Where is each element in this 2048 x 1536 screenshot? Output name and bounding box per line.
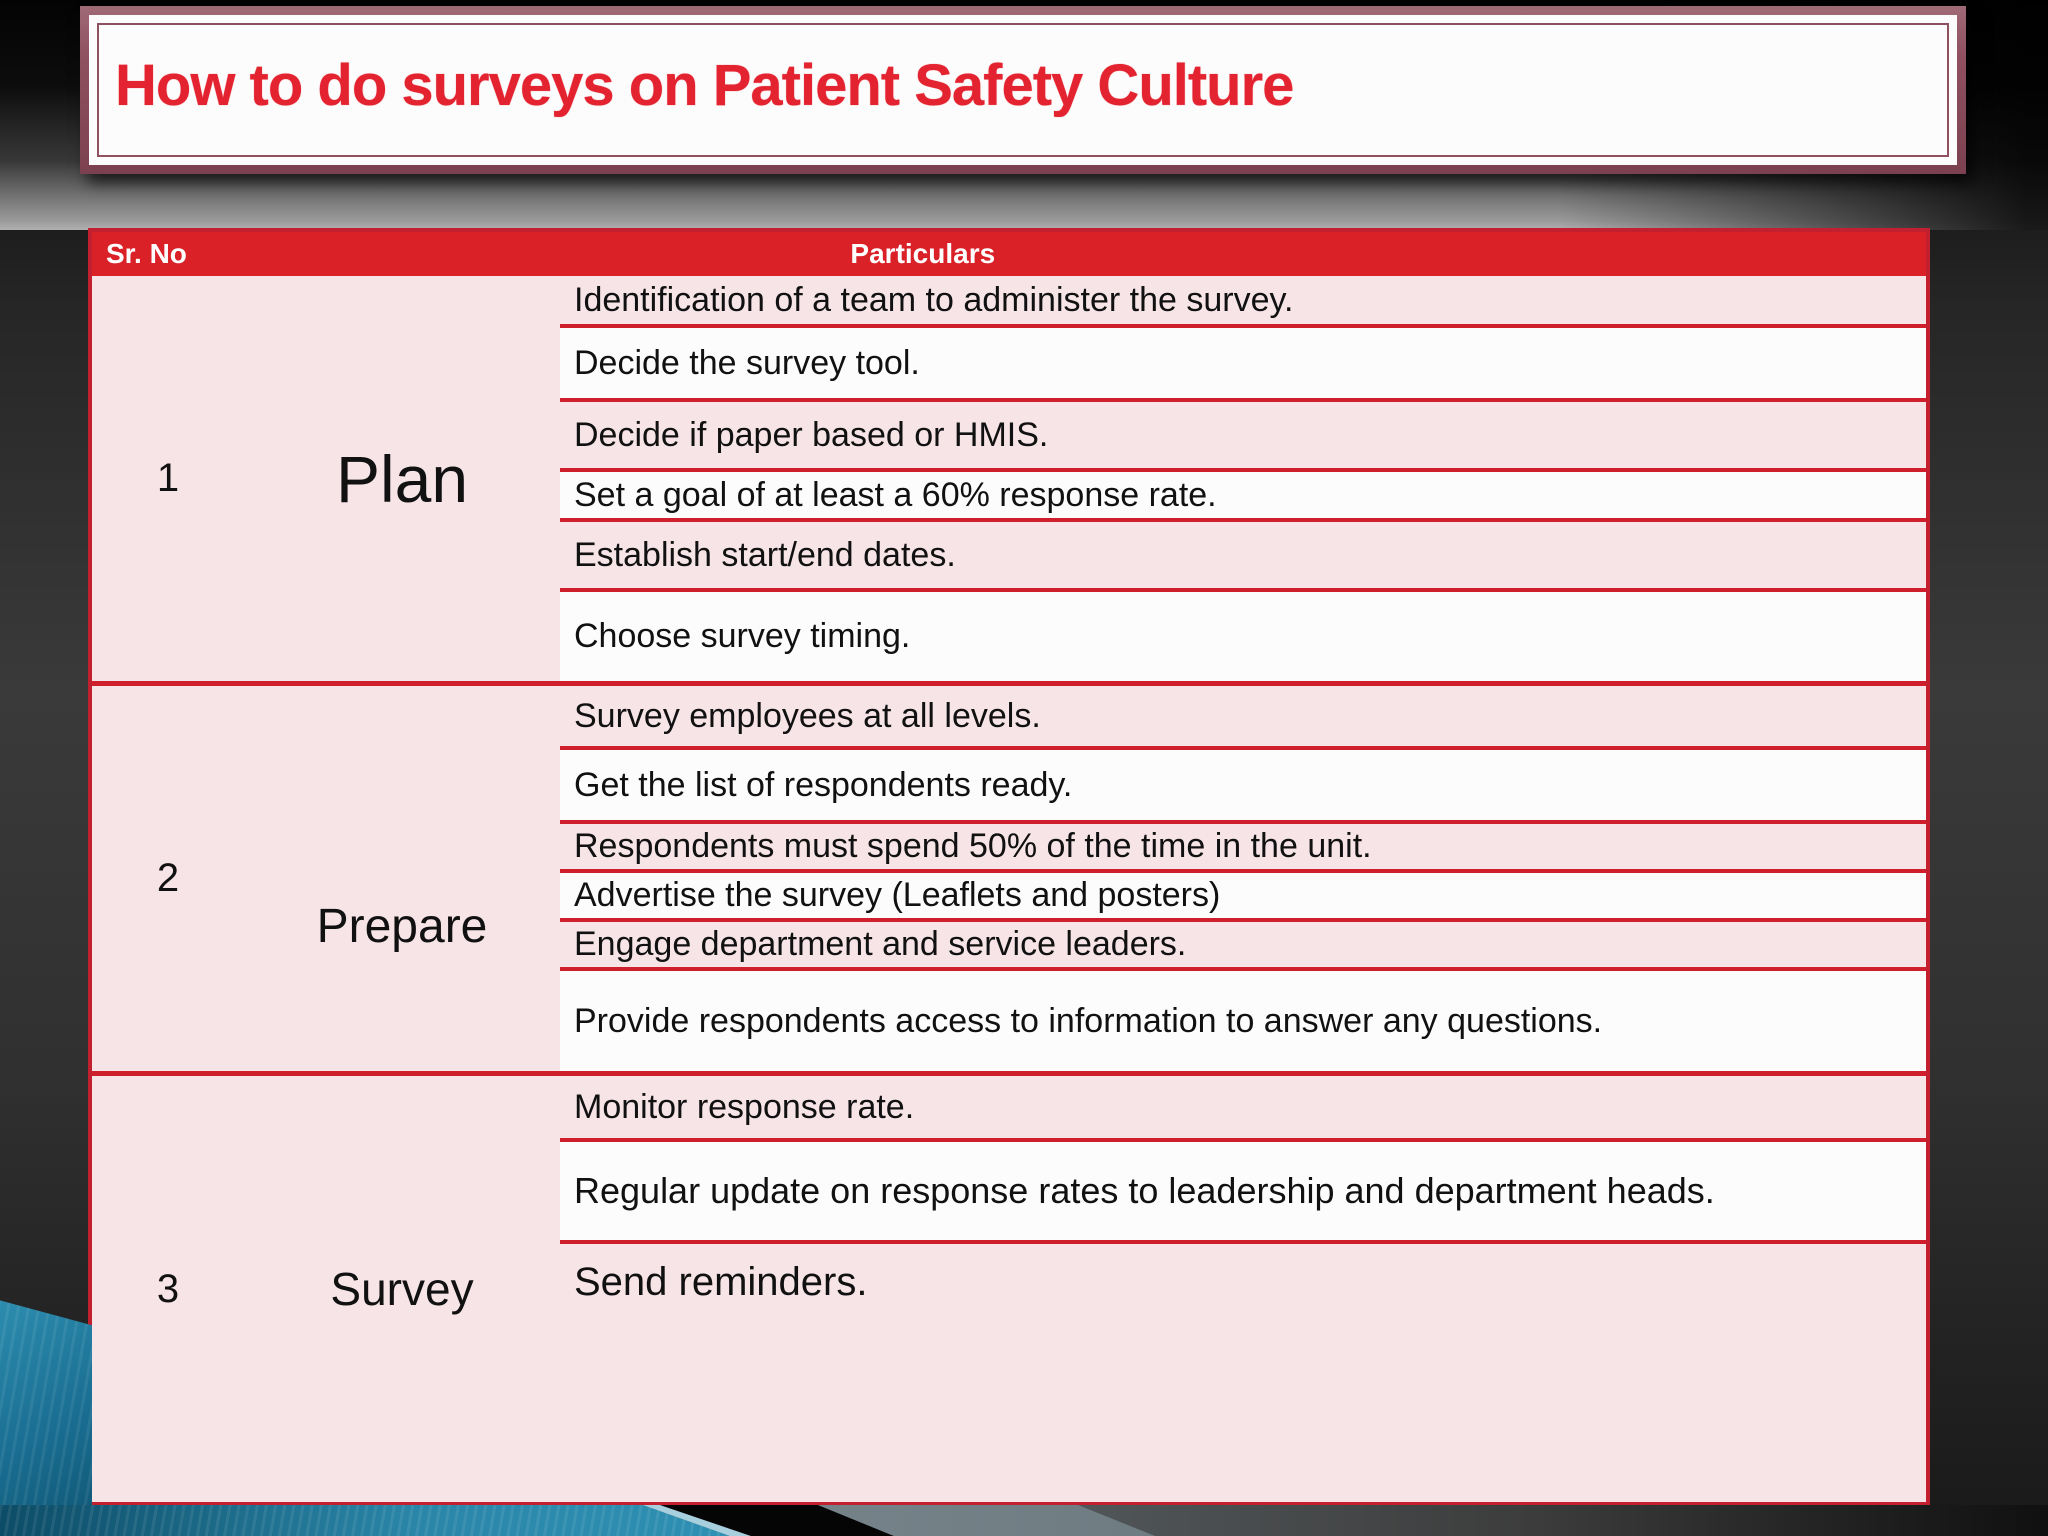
category-cell: Prepare (244, 686, 560, 1071)
survey-steps-table: Sr. No Particulars 1 Plan Identification o… (88, 228, 1930, 1506)
particular-row: Respondents must spend 50% of the time i… (560, 824, 1926, 873)
column-header-particulars: Particulars (850, 238, 996, 269)
particular-row: Survey employees at all levels. (560, 686, 1926, 750)
particular-text: Monitor response rate. (574, 1087, 915, 1126)
particular-text: Get the list of respondents ready. (574, 765, 1073, 804)
particular-row: Send reminders. (560, 1244, 1926, 1502)
particular-row: Decide the survey tool. (560, 328, 1926, 402)
particular-row: Set a goal of at least a 60% response ra… (560, 472, 1926, 522)
category-cell: Survey (244, 1076, 560, 1502)
particular-text: Establish start/end dates. (574, 535, 956, 574)
column-header-sr-no: Sr. No (106, 238, 187, 269)
particular-row: Provide respondents access to informatio… (560, 971, 1926, 1071)
title-box-inner-frame: How to do surveys on Patient Safety Cult… (97, 23, 1949, 157)
particular-row: Get the list of respondents ready. (560, 750, 1926, 824)
sr-no-cell: 1 (92, 276, 244, 681)
particulars-rows: Survey employees at all levels. Get the l… (560, 686, 1926, 1071)
particular-text: Choose survey timing. (574, 617, 911, 655)
particular-row: Regular update on response rates to lead… (560, 1142, 1926, 1244)
sr-no-cell: 2 (92, 686, 244, 1071)
table-header-row: Sr. No Particulars (92, 232, 1926, 276)
bottom-decoration-band (0, 1505, 2048, 1536)
teal-stripe-shape (0, 1505, 730, 1536)
sr-no-value: 2 (156, 856, 180, 900)
particular-row: Identification of a team to administer t… (560, 276, 1926, 328)
particulars-rows: Identification of a team to administer t… (560, 276, 1926, 681)
category-label: Survey (330, 1263, 474, 1315)
particular-text: Send reminders. (574, 1260, 868, 1304)
particular-text: Survey employees at all levels. (574, 696, 1041, 735)
particular-text: Identification of a team to administer t… (574, 280, 1294, 319)
particular-row: Engage department and service leaders. (560, 922, 1926, 971)
particular-text: Provide respondents access to informatio… (574, 1001, 1603, 1040)
particular-text: Engage department and service leaders. (574, 925, 1187, 963)
sr-no-value: 3 (156, 1266, 180, 1311)
category-label: Plan (335, 441, 469, 516)
teal-corner-decoration (0, 1300, 92, 1536)
particulars-rows: Monitor response rate. Regular update on … (560, 1076, 1926, 1502)
particular-text: Set a goal of at least a 60% response ra… (574, 475, 1217, 514)
particular-row: Monitor response rate. (560, 1076, 1926, 1142)
table-body: 1 Plan Identification of a team to adminis… (92, 276, 1926, 1502)
sr-no-value: 1 (156, 456, 180, 500)
title-box-inner-band: How to do surveys on Patient Safety Cult… (89, 15, 1957, 165)
title-box: How to do surveys on Patient Safety Cult… (80, 6, 1966, 174)
particular-text: Regular update on response rates to lead… (574, 1170, 1715, 1212)
section-plan: 1 Plan Identification of a team to adminis… (92, 276, 1926, 686)
category-cell: Plan (244, 276, 560, 681)
category-label: Prepare (316, 900, 488, 953)
particular-text: Decide if paper based or HMIS. (574, 415, 1049, 454)
particular-row: Decide if paper based or HMIS. (560, 402, 1926, 472)
particular-text: Respondents must spend 50% of the time i… (574, 827, 1372, 865)
section-survey: 3 Survey Monitor response rate. Regular upd… (92, 1076, 1926, 1502)
section-prepare: 2 Prepare Survey employees at all levels. G… (92, 686, 1926, 1076)
particular-text: Decide the survey tool. (574, 343, 920, 382)
sr-no-cell: 3 (92, 1076, 244, 1502)
particular-row: Choose survey timing. (560, 592, 1926, 681)
particular-text: Advertise the survey (Leaflets and poste… (574, 876, 1221, 914)
page-title: How to do surveys on Patient Safety Cult… (115, 52, 1294, 118)
particular-row: Establish start/end dates. (560, 522, 1926, 592)
particular-row: Advertise the survey (Leaflets and poste… (560, 873, 1926, 922)
